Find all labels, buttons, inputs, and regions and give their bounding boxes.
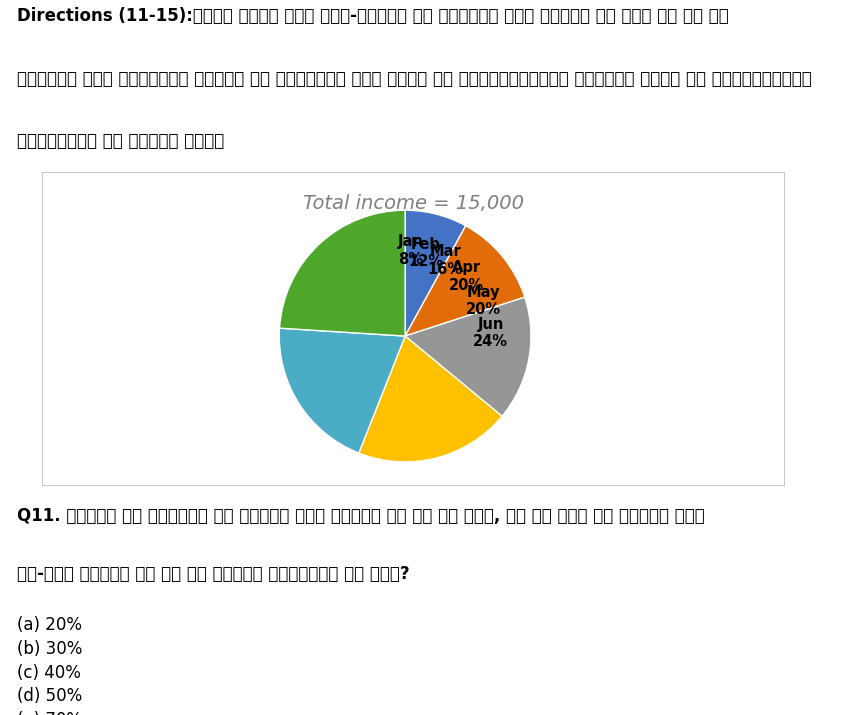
Wedge shape (405, 226, 525, 336)
Text: Q11. जनवरी और अप्रैल के महीने में संदीप की आय एक साथ, मई और जून के महीने में: Q11. जनवरी और अप्रैल के महीने में संदीप … (17, 507, 705, 525)
Text: (c) 40%: (c) 40% (17, 664, 81, 681)
Wedge shape (279, 328, 405, 453)
Text: Jan
8%: Jan 8% (398, 235, 424, 267)
Text: Directions (11-15):नीचे दिया गया पाई-चार्ट छह महीनों में संदीप की कुल आय और इन: Directions (11-15):नीचे दिया गया पाई-चार… (17, 7, 728, 25)
FancyBboxPatch shape (42, 172, 785, 486)
Text: Feb
12%: Feb 12% (408, 237, 443, 270)
Text: Total income = 15,000: Total income = 15,000 (303, 194, 524, 212)
Text: (a) 20%: (a) 20% (17, 616, 82, 634)
Text: महीनों में प्रतिशत वितरण को दर्शाता है। डेटा का ध्यानपूर्वक अध्ययन करें और निम्न: महीनों में प्रतिशत वितरण को दर्शाता है। … (17, 69, 812, 88)
Text: May
20%: May 20% (466, 285, 500, 317)
Text: Apr
20%: Apr 20% (449, 260, 484, 293)
Text: (e) 70%: (e) 70% (17, 711, 82, 715)
Text: Jun
24%: Jun 24% (473, 317, 508, 349)
Wedge shape (359, 336, 502, 462)
Wedge shape (405, 210, 466, 336)
Wedge shape (405, 297, 531, 416)
Text: प्रश्नों के उत्तर दें।: प्रश्नों के उत्तर दें। (17, 132, 225, 150)
Text: (b) 30%: (b) 30% (17, 640, 82, 658)
Text: Mar
16%: Mar 16% (428, 245, 463, 277)
Text: (d) 50%: (d) 50% (17, 687, 82, 705)
Text: एक-साथ संदीप की आय से कितने प्रतिशत कम हैं?: एक-साथ संदीप की आय से कितने प्रतिशत कम ह… (17, 565, 409, 583)
Wedge shape (279, 210, 405, 336)
